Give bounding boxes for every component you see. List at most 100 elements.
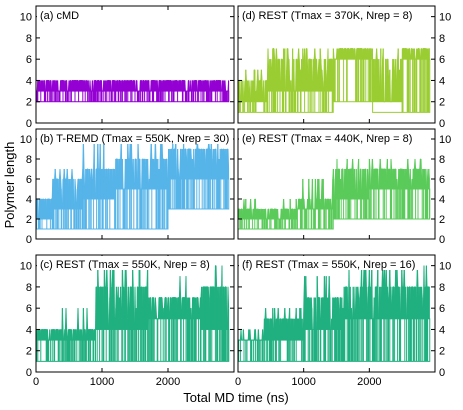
trace-step (325, 80, 328, 92)
trace-step (359, 168, 361, 190)
trace-step (311, 178, 314, 210)
trace-step (311, 308, 313, 330)
trace-step (399, 286, 402, 319)
trace-step (163, 297, 166, 309)
trace-step (41, 198, 44, 220)
trace-step (359, 286, 361, 298)
trace-step (66, 80, 68, 92)
trace-step (367, 168, 369, 180)
trace-step (284, 308, 286, 319)
trace-step (414, 158, 417, 170)
y-tick-label: 10 (439, 12, 451, 24)
trace-step (280, 208, 282, 220)
trace-step (288, 59, 291, 81)
trace-step (46, 329, 49, 341)
trace-step (85, 168, 88, 200)
trace-step (84, 329, 87, 341)
trace-step (54, 329, 57, 341)
trace-step (70, 329, 73, 341)
trace-step (376, 48, 378, 60)
trace-step (59, 80, 62, 92)
trace-step (199, 148, 202, 180)
trace-step (285, 69, 288, 92)
trace-step (417, 168, 420, 190)
trace-step (227, 148, 230, 170)
trace-step (36, 80, 39, 92)
trace-step (238, 80, 241, 102)
panel-title-background (239, 256, 421, 270)
trace-step (136, 80, 138, 92)
trace-step (148, 178, 150, 190)
trace-step (49, 80, 51, 92)
x-tick-label: 0 (235, 376, 241, 388)
panel-frame (35, 5, 235, 124)
y-tick-label: 4 (439, 324, 445, 336)
y-tick-label: 4 (439, 194, 445, 206)
trace-step (365, 48, 368, 60)
trace-step (169, 148, 172, 180)
trace-step (269, 208, 271, 220)
y-tick-label: 6 (439, 174, 445, 186)
panel-frame (237, 5, 436, 124)
trace-step (308, 178, 310, 200)
trace-step (185, 148, 188, 160)
trace-step (253, 69, 255, 102)
trace-step (398, 168, 401, 190)
panel-frame (35, 254, 235, 373)
trace-step (421, 286, 423, 298)
panel-c: 0 2 4 6 8 10 (b) T-REMD (Tmax = 550K, Nrep = 3… (20, 128, 235, 246)
trace-step (425, 265, 428, 287)
trace-step (100, 80, 103, 92)
trace-step (409, 48, 411, 60)
trace-step (350, 308, 353, 319)
y-tick-label: 0 (439, 234, 445, 246)
trace-step (53, 178, 56, 210)
trace-step (127, 286, 130, 309)
y-tick-label: 6 (26, 54, 32, 66)
trace-step (253, 329, 256, 341)
trace-step (280, 59, 282, 81)
trace-step (139, 158, 141, 190)
trace-step (141, 80, 144, 92)
trace-step (287, 208, 290, 220)
trace-step (396, 59, 399, 81)
trace-step (214, 80, 217, 92)
trace-step (302, 329, 304, 341)
trace-step (101, 286, 104, 309)
trace-step (178, 168, 181, 180)
trace-step (420, 158, 423, 180)
trace-step (270, 59, 273, 70)
y-tick-label: 0 (26, 118, 32, 130)
trace-step (266, 208, 269, 220)
trace-step (303, 198, 306, 210)
trace-step (113, 265, 116, 330)
trace-step (136, 286, 138, 330)
trace-step (253, 198, 256, 220)
trace-step (65, 308, 68, 330)
trace-step (175, 138, 177, 180)
trace-step (419, 48, 422, 60)
trace-step (377, 265, 379, 319)
trace-step (407, 286, 410, 319)
trace-step (121, 158, 124, 190)
trace-step (133, 158, 136, 190)
trace-step (139, 80, 141, 92)
trace-step (428, 168, 430, 180)
x-tick-label: 2000 (357, 376, 381, 388)
trace-step (40, 329, 42, 341)
trace-step (424, 286, 426, 309)
y-tick-label: 4 (26, 75, 32, 87)
trace-step (275, 48, 278, 60)
trace-step (37, 198, 39, 220)
trace-step (367, 48, 370, 60)
trace-step (223, 286, 226, 330)
panel-b: 0 2 4 6 8 10 (d) REST (Tmax = 370K, Nrep = 8) (237, 5, 451, 130)
trace-step (344, 168, 347, 180)
y-tick-label: 10 (20, 134, 32, 146)
trace-step (162, 80, 164, 92)
trace-step (57, 80, 59, 92)
trace-step (368, 158, 371, 170)
trace-step (70, 178, 72, 200)
trace-step (139, 286, 142, 319)
trace-step (387, 59, 390, 81)
